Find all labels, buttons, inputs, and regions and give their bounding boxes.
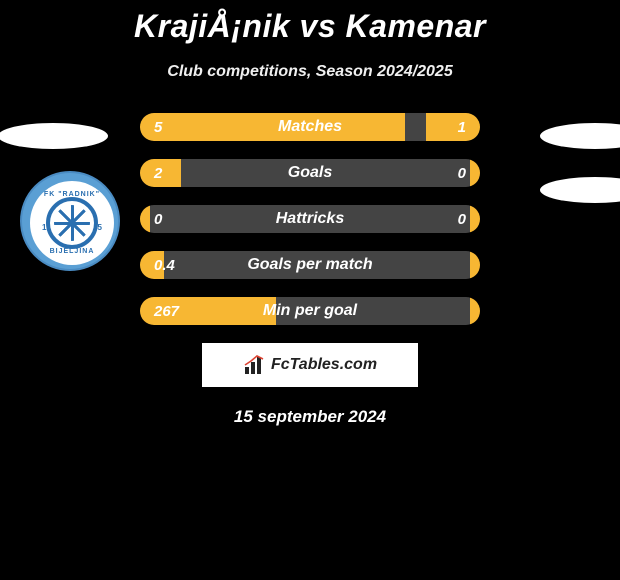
stat-label: Hattricks: [140, 210, 480, 228]
decor-ellipse-right-1: [540, 123, 620, 149]
decor-ellipse-right-2: [540, 177, 620, 203]
badge-outer-circle: FK "RADNIK" 19 45 BIJELJINA: [20, 171, 120, 271]
stat-row: 0.4Goals per match: [140, 251, 480, 279]
stat-row: 267Min per goal: [140, 297, 480, 325]
bar-chart-icon: [243, 355, 267, 375]
decor-ellipse-left: [0, 123, 108, 149]
footer-box: FcTables.com: [202, 343, 418, 387]
stats-area: 5Matches1 2Goals0 0Hattricks0 0.4Goals per …: [140, 113, 480, 325]
team-badge: FK "RADNIK" 19 45 BIJELJINA: [20, 171, 120, 271]
stat-overlay: 267Min per goal: [140, 297, 480, 325]
stat-overlay: 2Goals0: [140, 159, 480, 187]
stat-row: 5Matches1: [140, 113, 480, 141]
badge-ring: FK "RADNIK" 19 45 BIJELJINA: [30, 181, 114, 265]
date-line: 15 september 2024: [0, 407, 620, 427]
page-subtitle: Club competitions, Season 2024/2025: [0, 63, 620, 81]
stat-label: Min per goal: [140, 302, 480, 320]
stat-overlay: 0Hattricks0: [140, 205, 480, 233]
stat-label: Goals: [140, 164, 480, 182]
stat-row: 2Goals0: [140, 159, 480, 187]
badge-inner-wheel: [46, 197, 98, 249]
footer-logo: FcTables.com: [243, 355, 377, 375]
stat-row: 0Hattricks0: [140, 205, 480, 233]
stat-overlay: 0.4Goals per match: [140, 251, 480, 279]
stat-label: Goals per match: [140, 256, 480, 274]
badge-text-bottom: BIJELJINA: [30, 248, 114, 255]
stat-label: Matches: [140, 118, 480, 136]
stat-overlay: 5Matches1: [140, 113, 480, 141]
footer-brand: FcTables.com: [271, 356, 377, 374]
page-title: KrajiÅ¡nik vs Kamenar: [0, 0, 620, 45]
